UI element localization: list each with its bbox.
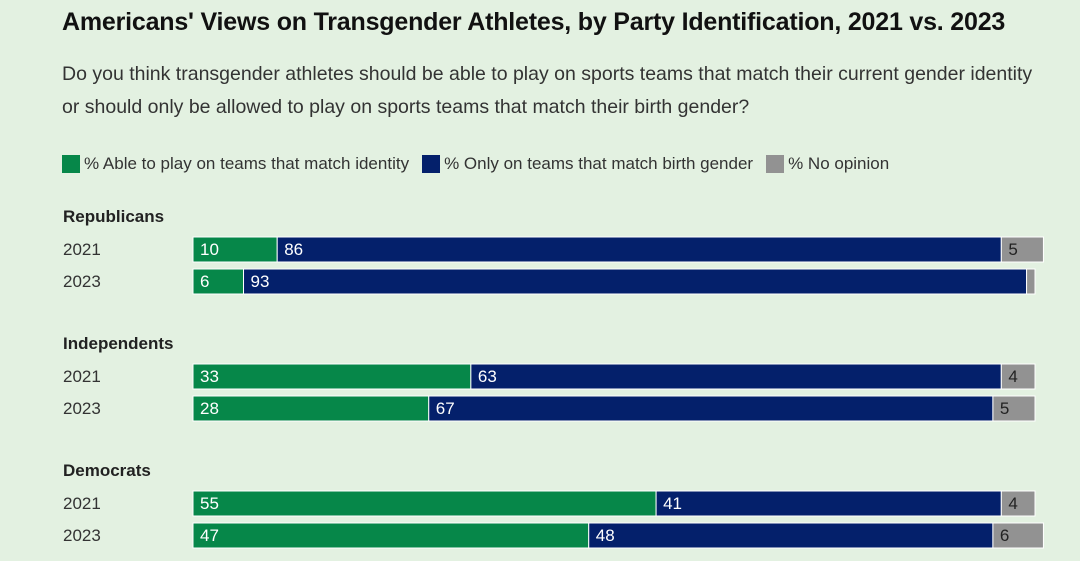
bar-segment-identity (192, 236, 278, 263)
bar-segment-no-opinion (1000, 490, 1036, 517)
legend-item-birth-gender: % Only on teams that match birth gender (422, 154, 753, 174)
group-label: Independents (63, 334, 174, 353)
bar-segment-birth-gender (428, 395, 994, 422)
bar-segment-identity (192, 522, 590, 549)
data-label-birth-gender: 93 (251, 272, 270, 291)
bar-segment-birth-gender (588, 522, 994, 549)
data-label-birth-gender: 86 (284, 240, 303, 259)
row-year-label: 2021 (63, 494, 101, 513)
bar-segment-birth-gender (470, 363, 1002, 390)
legend: % Able to play on teams that match ident… (62, 154, 902, 174)
legend-label-no-opinion: % No opinion (788, 154, 890, 173)
data-label-no-opinion: 5 (1000, 399, 1009, 418)
data-label-birth-gender: 67 (436, 399, 455, 418)
data-label-no-opinion: 4 (1008, 494, 1017, 513)
row-year-label: 2023 (63, 399, 101, 418)
data-label-identity: 55 (200, 494, 219, 513)
chart-subtitle: Do you think transgender athletes should… (62, 63, 1033, 118)
bar-segment-birth-gender (655, 490, 1002, 517)
data-label-birth-gender: 63 (478, 367, 497, 386)
row-year-label: 2021 (63, 240, 101, 259)
bar-segment-birth-gender (276, 236, 1002, 263)
data-label-identity: 28 (200, 399, 219, 418)
legend-swatch-no-opinion (766, 155, 785, 173)
bar-segment-no-opinion (1026, 268, 1036, 295)
bar-segment-no-opinion (992, 522, 1044, 549)
bar-segment-no-opinion (1000, 363, 1036, 390)
data-label-birth-gender: 41 (663, 494, 682, 513)
data-label-no-opinion: 5 (1008, 240, 1017, 259)
data-label-no-opinion: 4 (1008, 367, 1017, 386)
legend-swatch-identity (62, 155, 80, 173)
data-label-no-opinion: 6 (1000, 526, 1009, 545)
data-label-birth-gender: 48 (596, 526, 615, 545)
bar-segment-identity (192, 363, 472, 390)
chart-title: Americans' Views on Transgender Athletes… (62, 8, 1006, 36)
legend-item-identity: % Able to play on teams that match ident… (62, 154, 409, 174)
bar-segment-identity (192, 395, 430, 422)
bar-segment-birth-gender (243, 268, 1028, 295)
legend-swatch-birth-gender (422, 155, 441, 173)
bar-segment-no-opinion (1000, 236, 1044, 263)
data-label-identity: 33 (200, 367, 219, 386)
data-label-identity: 47 (200, 526, 219, 545)
bar-segment-identity (192, 490, 657, 517)
row-year-label: 2021 (63, 367, 101, 386)
group-label: Republicans (63, 207, 164, 226)
data-label-identity: 10 (200, 240, 219, 259)
row-year-label: 2023 (63, 526, 101, 545)
data-label-identity: 6 (200, 272, 209, 291)
legend-label-birth-gender: % Only on teams that match birth gender (444, 154, 754, 173)
legend-item-no-opinion: % No opinion (766, 154, 889, 174)
group-label: Democrats (63, 461, 151, 480)
legend-label-identity: % Able to play on teams that match ident… (84, 154, 410, 173)
row-year-label: 2023 (63, 272, 101, 291)
bar-segment-no-opinion (992, 395, 1036, 422)
bar-segment-identity (192, 268, 245, 295)
